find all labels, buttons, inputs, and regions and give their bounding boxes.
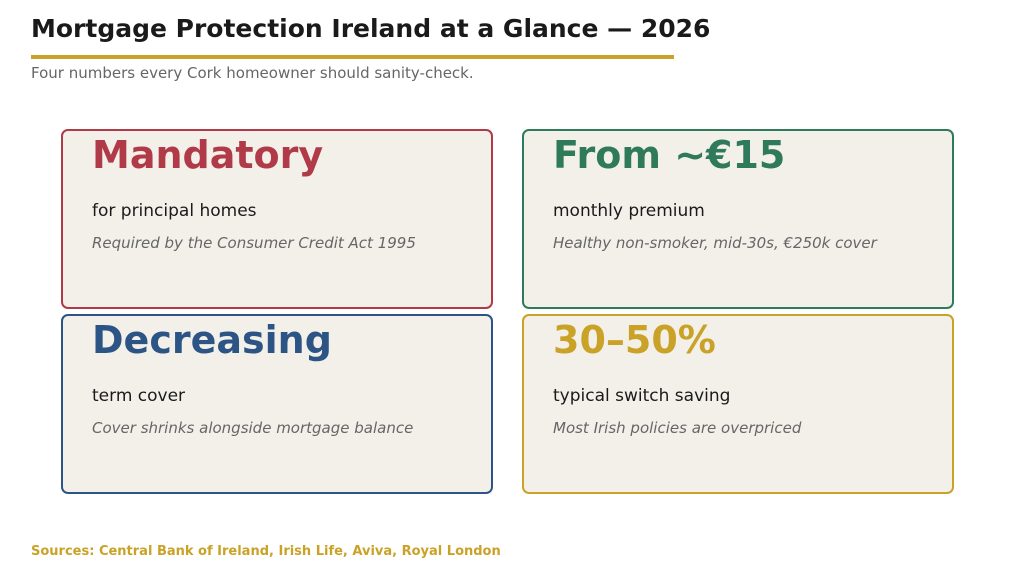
stat-label: typical switch saving	[553, 386, 731, 406]
stat-card-switch-saving: 30–50% typical switch saving Most Irish …	[522, 314, 954, 494]
page-title: Mortgage Protection Ireland at a Glance …	[31, 14, 711, 43]
stat-card-premium: From ~€15 monthly premium Healthy non-sm…	[522, 129, 954, 309]
stat-note: Cover shrinks alongside mortgage balance	[92, 419, 414, 437]
page-subtitle: Four numbers every Cork homeowner should…	[31, 64, 474, 82]
stat-label: term cover	[92, 386, 186, 406]
stat-note: Required by the Consumer Credit Act 1995	[92, 234, 416, 252]
stat-note: Healthy non-smoker, mid-30s, €250k cover	[553, 234, 877, 252]
stat-label: monthly premium	[553, 201, 705, 221]
stat-value: From ~€15	[553, 133, 786, 177]
stat-card-mandatory: Mandatory for principal homes Required b…	[61, 129, 493, 309]
stat-label: for principal homes	[92, 201, 257, 221]
stat-note: Most Irish policies are overpriced	[553, 419, 802, 437]
stat-value: Decreasing	[92, 318, 332, 362]
title-underline	[31, 55, 674, 59]
stat-value: Mandatory	[92, 133, 324, 177]
sources-footnote: Sources: Central Bank of Ireland, Irish …	[31, 544, 501, 559]
stat-card-decreasing: Decreasing term cover Cover shrinks alon…	[61, 314, 493, 494]
stat-value: 30–50%	[553, 318, 716, 362]
